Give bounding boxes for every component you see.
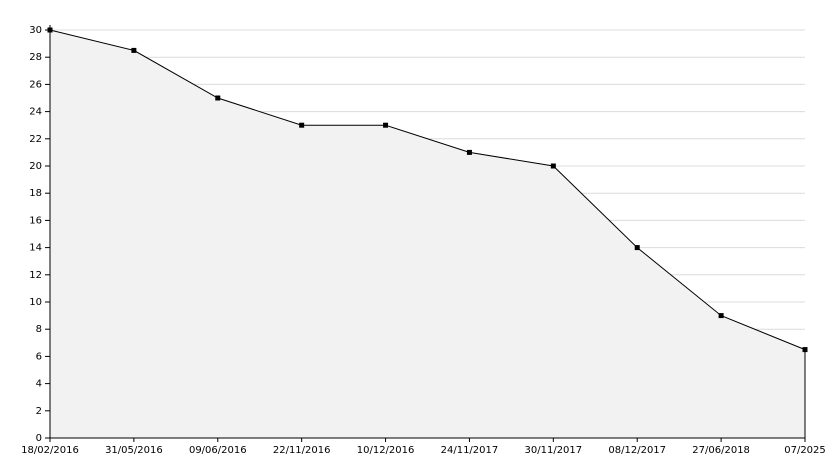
- y-tick-label: 30: [29, 25, 42, 36]
- x-tick-label: 31/05/2016: [105, 445, 163, 456]
- area-fill: [50, 30, 805, 438]
- x-tick-label: 30/11/2017: [525, 445, 583, 456]
- y-tick-label: 0: [36, 433, 42, 444]
- point-marker: [215, 95, 221, 101]
- point-marker: [131, 47, 137, 53]
- point-marker: [550, 163, 556, 169]
- y-tick-label: 18: [29, 188, 42, 199]
- y-tick-label: 24: [29, 107, 42, 118]
- x-tick-label: 22/11/2016: [273, 445, 331, 456]
- point-marker: [802, 347, 808, 353]
- x-tick-label: 08/12/2017: [608, 445, 666, 456]
- y-tick-label: 22: [29, 134, 42, 145]
- y-tick-label: 10: [29, 297, 42, 308]
- x-tick-label: 18/02/2016: [21, 445, 79, 456]
- point-marker: [383, 122, 389, 128]
- y-tick-label: 16: [29, 215, 42, 226]
- x-tick-label: 27/06/2018: [692, 445, 750, 456]
- point-marker: [718, 313, 724, 319]
- point-marker: [299, 122, 305, 128]
- x-tick-label: 09/06/2016: [189, 445, 247, 456]
- x-tick-label: 10/12/2016: [357, 445, 415, 456]
- point-marker: [634, 245, 640, 251]
- y-tick-label: 20: [29, 161, 42, 172]
- y-tick-label: 8: [36, 324, 42, 335]
- y-tick-label: 26: [29, 79, 42, 90]
- x-tick-label: 07/2025: [784, 445, 826, 456]
- area-line: [49, 29, 806, 351]
- y-tick-label: 2: [36, 406, 42, 417]
- x-tick-label: 24/11/2017: [441, 445, 499, 456]
- point-marker: [466, 149, 472, 155]
- y-tick-label: 6: [36, 351, 42, 362]
- y-tick-label: 14: [29, 243, 42, 254]
- y-tick-label: 28: [29, 52, 42, 63]
- y-tick-label: 4: [36, 379, 42, 390]
- y-tick-label: 12: [29, 270, 42, 281]
